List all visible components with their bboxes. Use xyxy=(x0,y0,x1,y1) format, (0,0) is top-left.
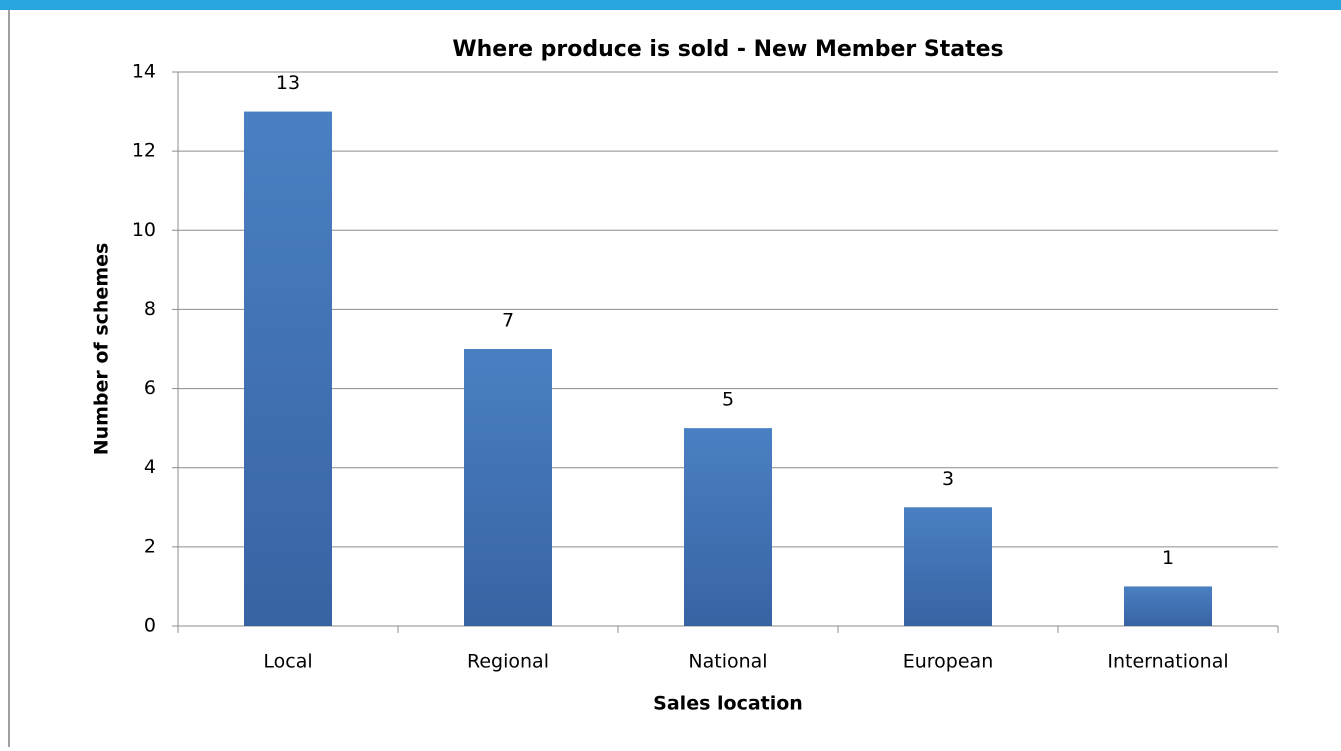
y-tick-label: 8 xyxy=(144,298,156,320)
bar xyxy=(464,349,552,626)
bar xyxy=(904,507,992,626)
y-tick-label: 10 xyxy=(132,219,156,241)
x-tick-label: Regional xyxy=(467,651,549,673)
x-tick-label: European xyxy=(903,651,994,673)
data-label: 13 xyxy=(276,72,300,94)
x-axis-label: Sales location xyxy=(653,693,803,715)
data-label: 1 xyxy=(1162,547,1174,569)
bar xyxy=(244,111,332,627)
bar xyxy=(1124,586,1212,626)
data-label: 5 xyxy=(722,389,734,411)
x-tick-label: International xyxy=(1107,651,1228,673)
y-tick-label: 4 xyxy=(144,456,156,478)
y-tick-label: 2 xyxy=(144,535,156,557)
bar xyxy=(684,428,772,626)
chart-title: Where produce is sold - New Member State… xyxy=(452,37,1003,62)
data-label: 3 xyxy=(942,468,954,490)
data-label: 7 xyxy=(502,310,514,332)
x-tick-label: National xyxy=(688,651,767,673)
y-tick-label: 0 xyxy=(144,615,156,637)
y-tick-label: 12 xyxy=(132,140,156,162)
header-strip xyxy=(0,0,1341,10)
y-axis-label: Number of schemes xyxy=(91,243,113,456)
x-tick-label: Local xyxy=(263,651,312,673)
y-tick-label: 6 xyxy=(144,377,156,399)
y-tick-label: 14 xyxy=(132,61,156,83)
